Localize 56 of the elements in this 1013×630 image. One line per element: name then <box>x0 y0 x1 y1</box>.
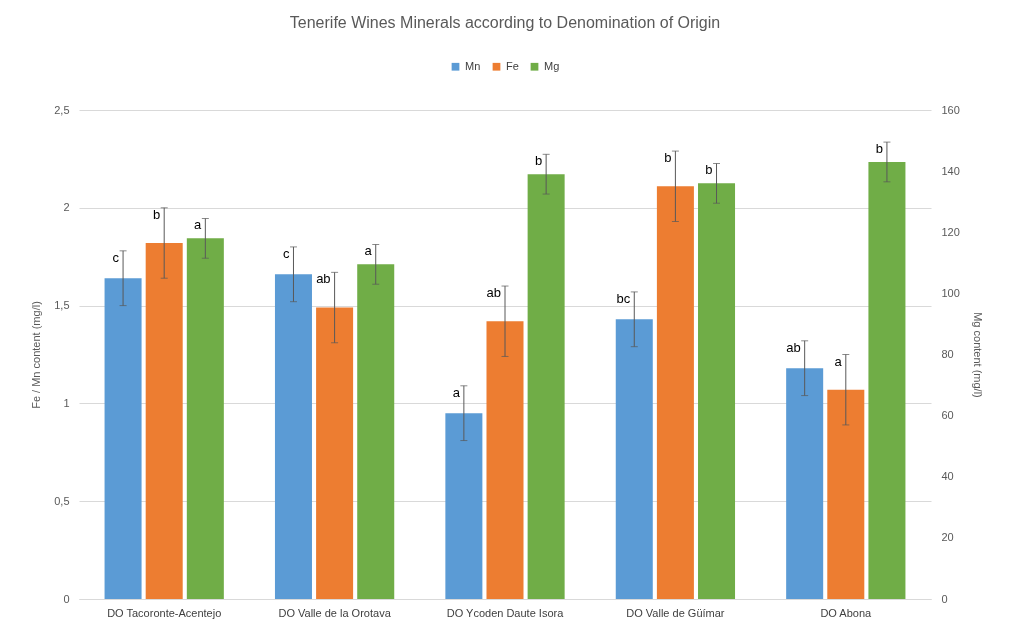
bar <box>698 183 736 599</box>
legend-label: Fe <box>506 59 519 72</box>
bar <box>615 319 653 599</box>
data-label: ab <box>786 339 801 355</box>
y-tick-label: 1 <box>63 396 70 409</box>
bar <box>357 264 395 599</box>
x-tick-label: DO Abona <box>820 606 873 619</box>
data-label: b <box>664 150 672 166</box>
data-label: b <box>534 153 543 169</box>
bar <box>145 243 183 599</box>
bar <box>868 161 906 599</box>
bar <box>527 174 565 599</box>
data-label: a <box>364 243 373 259</box>
data-label: b <box>152 206 161 222</box>
y2-tick-label: 0 <box>941 592 948 605</box>
legend-label: Mg <box>544 59 560 72</box>
x-tick-label: DO Ycoden Daute Isora <box>446 606 565 619</box>
y-tick-label: 2 <box>63 201 70 214</box>
bar <box>827 389 865 599</box>
data-label: bc <box>616 290 631 306</box>
data-label: a <box>452 384 461 400</box>
bar <box>186 238 224 599</box>
chart-title: Tenerife Wines Minerals according to Denomination of Origin <box>289 14 721 31</box>
y2-tick-label: 140 <box>941 164 960 177</box>
bar <box>656 186 694 599</box>
data-label: ab <box>486 285 501 301</box>
y-tick-label: 1,5 <box>54 299 70 312</box>
data-label: a <box>834 353 843 369</box>
x-tick-label: DO Valle de Güímar <box>626 606 725 619</box>
y-tick-label: 2,5 <box>54 103 70 116</box>
y2-axis-title: Mg content (mg/l) <box>971 312 984 398</box>
y2-tick-label: 120 <box>941 225 960 238</box>
data-label: b <box>705 162 713 178</box>
x-tick-label: DO Tacoronte-Acentejo <box>107 606 222 619</box>
data-label: c <box>112 249 120 265</box>
data-label: a <box>194 217 203 233</box>
legend-label: Mn <box>465 59 481 72</box>
y2-tick-label: 40 <box>941 470 954 483</box>
bar <box>786 368 824 599</box>
y2-tick-label: 60 <box>941 409 954 422</box>
y2-tick-label: 160 <box>941 103 960 116</box>
data-label: c <box>282 245 290 261</box>
y2-tick-label: 80 <box>941 348 954 360</box>
bar <box>274 274 312 599</box>
bar <box>316 307 354 599</box>
y-axis-title: Fe / Mn content (mg/l) <box>30 301 43 409</box>
data-label: b <box>875 141 883 157</box>
bar <box>445 413 483 599</box>
y2-tick-label: 20 <box>941 531 954 544</box>
bar <box>104 278 142 599</box>
y-tick-label: 0,5 <box>54 494 70 507</box>
bar <box>486 321 524 599</box>
data-label: ab <box>316 271 331 287</box>
y-tick-label: 0 <box>63 592 70 605</box>
x-tick-label: DO Valle de la Orotava <box>278 606 392 619</box>
y2-tick-label: 100 <box>941 286 960 299</box>
